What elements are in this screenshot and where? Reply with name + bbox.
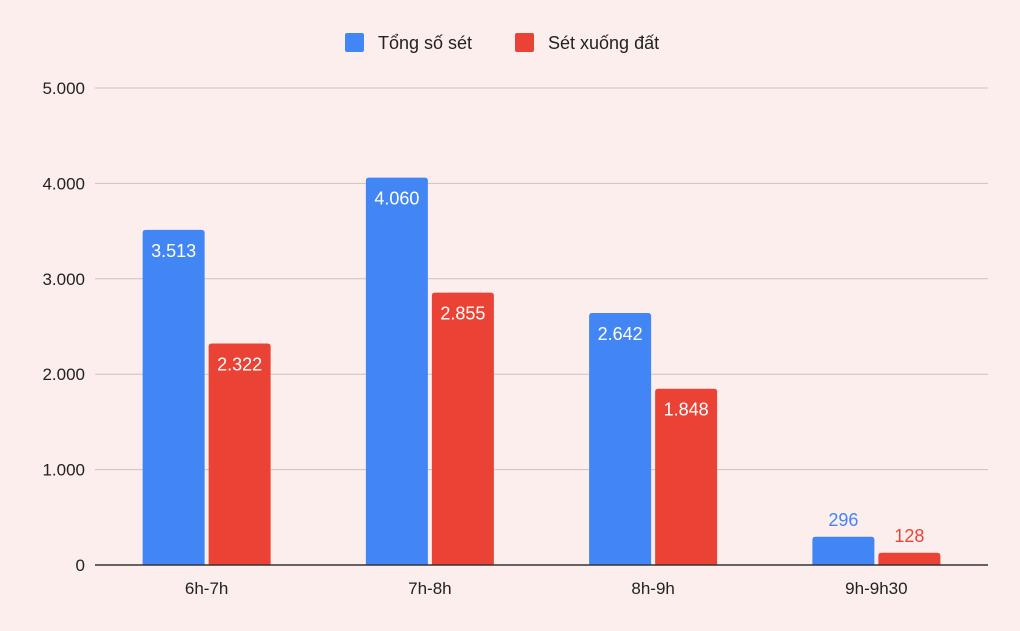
x-tick-label: 9h-9h30 (845, 579, 907, 598)
y-tick-label: 5.000 (42, 79, 85, 98)
legend-label: Tổng số sét (378, 33, 472, 53)
data-label: 4.060 (374, 189, 419, 209)
y-tick-label: 2.000 (42, 365, 85, 384)
y-axis: 0 1.000 2.000 3.000 4.000 5.000 (42, 79, 85, 575)
data-label: 296 (828, 510, 858, 530)
bar-set-xuong-dat (431, 292, 494, 565)
x-tick-label: 7h-8h (408, 579, 451, 598)
bar-tong-so-set (589, 312, 652, 565)
data-label: 3.513 (151, 241, 196, 261)
data-label: 2.322 (217, 354, 262, 374)
legend-swatch (515, 33, 534, 52)
data-label: 2.642 (598, 324, 643, 344)
x-axis: 6h-7h 7h-8h 8h-9h 9h-9h30 (95, 564, 988, 598)
legend-label: Sét xuống đất (548, 33, 659, 53)
data-label: 2.855 (440, 304, 485, 324)
x-tick-label: 6h-7h (185, 579, 228, 598)
data-label: 1.848 (664, 400, 709, 420)
bar-set-xuong-dat (878, 552, 941, 565)
legend: Tổng số sét Sét xuống đất (345, 33, 659, 53)
legend-swatch (345, 33, 364, 52)
bars: 3.513 2.322 4.060 2.855 2.642 1.848 296 128 (142, 177, 941, 565)
bar-tong-so-set (142, 229, 205, 565)
bar-tong-so-set (365, 177, 428, 565)
x-tick-label: 8h-9h (631, 579, 674, 598)
y-tick-label: 0 (76, 556, 85, 575)
bar-set-xuong-dat (655, 388, 718, 565)
y-tick-label: 3.000 (42, 270, 85, 289)
data-label: 128 (894, 526, 924, 546)
bar-tong-so-set (812, 536, 875, 565)
y-tick-label: 4.000 (42, 174, 85, 193)
y-tick-label: 1.000 (42, 461, 85, 480)
bar-set-xuong-dat (208, 343, 271, 565)
